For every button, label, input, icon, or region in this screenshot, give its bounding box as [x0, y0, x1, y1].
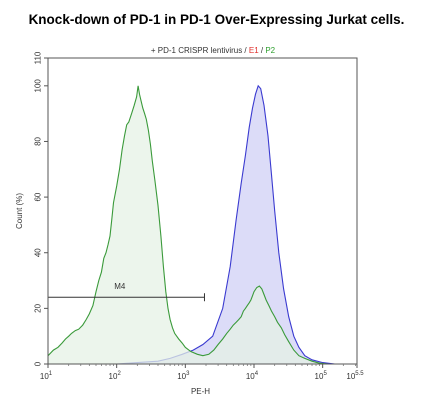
- x-axis: 101 102 103 104 105 105.5: [40, 364, 364, 381]
- x-tick-label: 104: [246, 371, 259, 381]
- plot-frame: [47, 57, 358, 365]
- subtitle-part-3: P2: [265, 46, 275, 55]
- x-axis-label: PE-H: [191, 387, 210, 396]
- x-tick-label: 105.5: [346, 371, 364, 381]
- x-tick-label: 103: [177, 371, 190, 381]
- y-tick-label: 100: [34, 79, 43, 93]
- y-tick-label: 40: [34, 248, 43, 257]
- y-tick-label: 60: [34, 192, 43, 201]
- y-axis-label: Count (%): [15, 193, 24, 229]
- series-layer: [47, 84, 335, 365]
- subtitle-part-1: E1: [249, 46, 259, 55]
- x-tick-label: 105: [315, 371, 328, 381]
- y-tick-label: 110: [34, 51, 43, 64]
- y-tick-label: 20: [34, 303, 43, 312]
- series-area-p2: [48, 85, 329, 365]
- series-line-p2: [47, 85, 329, 365]
- subtitle-part-0: + PD-1 CRISPR lentivirus /: [151, 46, 249, 55]
- gate-label: M4: [114, 282, 126, 291]
- subtitle-part-2: /: [259, 46, 266, 55]
- y-tick-label: 80: [34, 136, 43, 145]
- y-axis: 0 20 40 60 80 100 110: [34, 51, 48, 366]
- chart-title: Knock-down of PD-1 in PD-1 Over-Expressi…: [28, 12, 405, 27]
- gate-layer: M4: [48, 282, 205, 302]
- x-tick-label: 101: [40, 371, 53, 381]
- x-tick-label: 102: [109, 371, 122, 381]
- chart-subtitle: + PD-1 CRISPR lentivirus / E1 / P2: [151, 46, 276, 55]
- y-tick-label: 0: [34, 361, 43, 366]
